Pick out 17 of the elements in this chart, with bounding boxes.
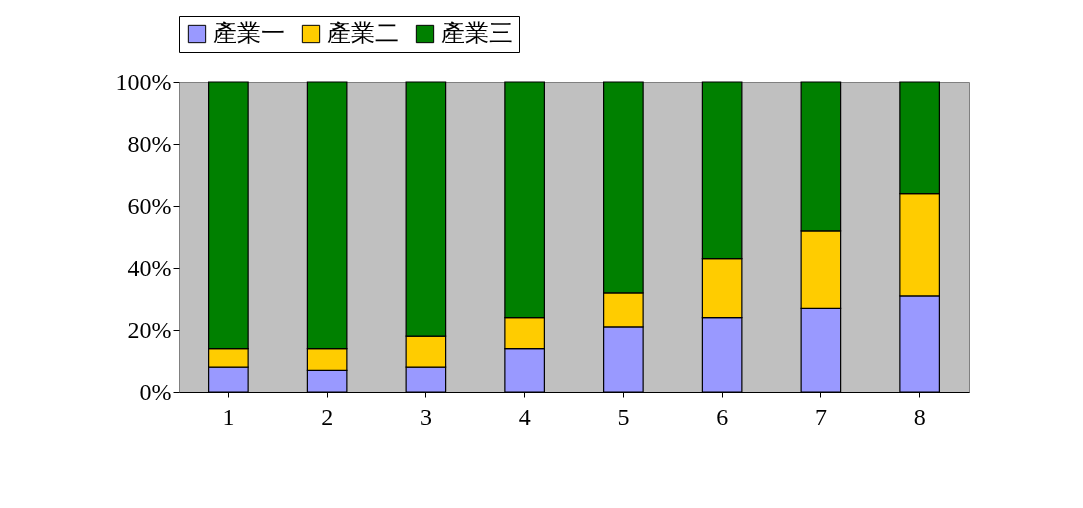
x-tick-label: 5 — [617, 403, 630, 430]
x-tick-label: 8 — [913, 403, 926, 430]
y-tick-label: 20% — [127, 316, 172, 343]
x-tick-label: 6 — [716, 403, 729, 430]
x-tick-label: 1 — [222, 403, 235, 430]
x-tick-label: 4 — [518, 403, 531, 430]
legend-label: 產業三 — [441, 19, 513, 47]
legend-label: 產業一 — [213, 19, 285, 47]
y-tick-label: 100% — [115, 68, 172, 95]
x-tick-label: 2 — [321, 403, 334, 430]
y-tick-label: 60% — [127, 192, 172, 219]
x-tick-label: 3 — [419, 403, 432, 430]
y-tick-label: 0% — [139, 378, 172, 405]
legend-label: 產業二 — [327, 19, 399, 47]
x-tick-label: 7 — [814, 403, 827, 430]
y-tick-label: 80% — [127, 130, 172, 157]
y-tick-label: 40% — [127, 254, 172, 281]
